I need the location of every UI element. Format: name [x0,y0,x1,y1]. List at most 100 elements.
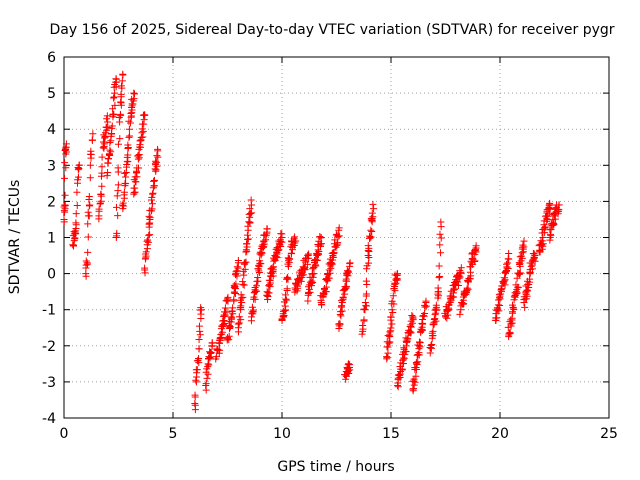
data-point [243,243,251,251]
data-point [388,320,396,328]
data-point [552,208,560,216]
data-point [213,353,221,361]
data-point [541,224,549,232]
data-point [288,250,296,258]
data-point [130,89,138,97]
data-point [457,270,465,278]
data-point [317,240,325,248]
data-point [131,90,139,98]
data-point [262,236,270,244]
data-point [555,201,563,209]
data-point [317,234,325,241]
data-point [513,274,521,282]
data-point [134,152,142,160]
data-point [263,230,271,238]
data-point [550,220,558,228]
y-tick-label: -2 [42,339,56,355]
data-point [283,273,291,281]
x-tick-label: 5 [169,426,178,442]
data-point [443,314,451,322]
data-point [436,241,444,249]
data-point [457,306,465,314]
data-point [277,242,285,250]
data-point [312,262,320,270]
data-point [95,212,103,220]
data-point [216,339,224,347]
data-point [61,159,69,167]
data-point [195,345,203,353]
data-point [516,262,524,270]
data-point [314,251,322,259]
data-point [98,169,106,177]
data-point [315,247,323,255]
data-point [464,285,472,293]
data-point [72,210,80,218]
data-point [413,360,421,368]
data-point [435,262,443,270]
data-point [520,298,528,306]
data-point [492,310,500,318]
data-point [346,363,354,371]
data-point [412,372,420,380]
data-point [99,143,107,151]
data-point [87,154,95,162]
data-point [335,226,343,234]
data-point [231,284,239,292]
data-point [266,281,274,289]
data-point [384,332,392,340]
data-point [345,370,353,378]
data-point [526,269,534,277]
data-point [341,371,349,379]
data-point [251,295,259,303]
data-point [297,277,305,285]
data-point [432,309,440,317]
data-point [148,200,156,208]
data-point [216,346,224,354]
data-point [304,252,312,260]
data-point [398,365,406,373]
data-point [461,291,469,299]
data-point [456,273,464,281]
data-point [242,240,250,248]
data-point [202,382,210,390]
data-point [364,252,372,260]
data-point [253,277,261,285]
data-point [151,165,159,173]
y-tick-label: 2 [47,194,56,210]
data-point [196,331,204,339]
data-point [457,264,465,272]
data-point [242,258,250,266]
data-point [337,308,345,316]
data-point [153,152,161,160]
data-point [70,230,78,238]
data-point [125,133,133,141]
data-point [124,141,132,149]
data-point [127,112,135,120]
data-point [394,382,402,390]
data-point [368,227,376,235]
data-point [383,353,391,361]
data-point [238,298,246,306]
x-tick-label: 15 [382,426,400,442]
data-point [278,317,286,325]
data-point [205,361,213,369]
data-point [258,248,266,256]
data-point [98,163,106,171]
data-point [126,119,134,127]
y-axis-title: SDTVAR / TECUs [7,180,23,295]
data-point [241,265,249,273]
data-point [244,226,252,234]
data-point [255,268,263,276]
data-point [124,151,132,159]
y-tick-label: 5 [47,86,56,102]
data-point [537,241,545,249]
y-tick-label: -4 [42,411,56,427]
data-point [345,268,353,276]
data-point [313,252,321,260]
data-point [505,255,513,263]
data-point [281,302,289,310]
data-point [112,78,120,86]
data-point [384,349,392,357]
data-point [521,303,529,311]
data-point [126,132,134,140]
